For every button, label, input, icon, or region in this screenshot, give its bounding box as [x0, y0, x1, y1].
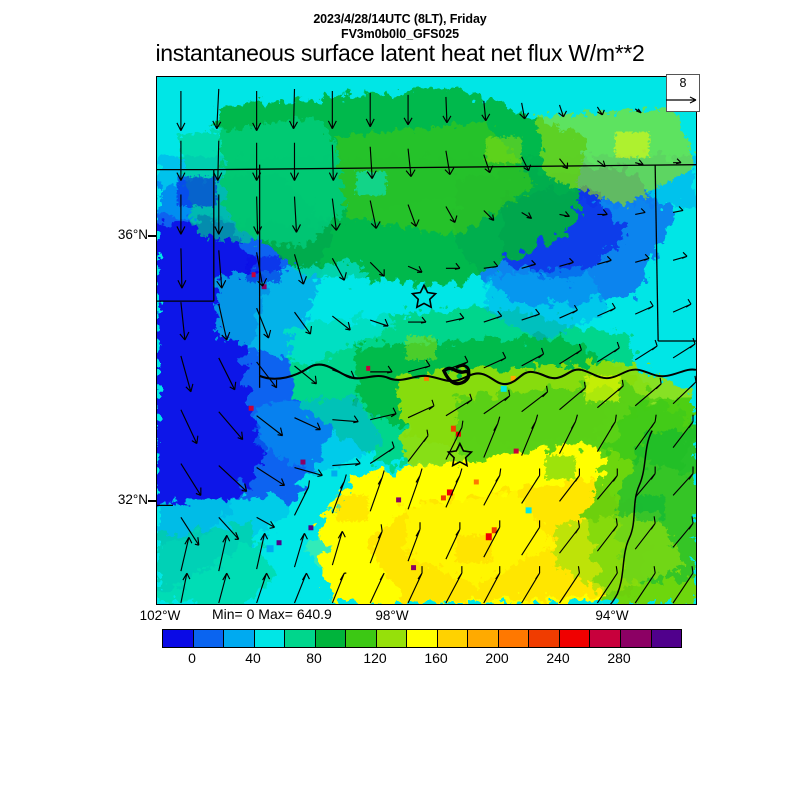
colorbar-swatch-14 [590, 630, 621, 647]
colorbar-swatch-0 [163, 630, 194, 647]
colorbar-swatch-1 [193, 630, 225, 647]
colorbar[interactable] [162, 629, 682, 648]
page-title: instantaneous surface latent heat net fl… [155, 40, 645, 66]
colorbar-tick-80: 80 [306, 650, 322, 666]
lat-tick-label-32n: 32°N [117, 492, 148, 507]
colorbar-tick-200: 200 [485, 650, 509, 666]
wind-vector-key-value: 8 [679, 76, 687, 90]
colorbar-swatch-11 [498, 630, 530, 647]
station-markers [410, 283, 474, 468]
colorbar-swatch-6 [346, 630, 377, 647]
colorbar-swatch-5 [315, 630, 347, 647]
station-star-north [410, 283, 438, 309]
colorbar-swatch-9 [437, 630, 469, 647]
colorbar-swatch-10 [468, 630, 499, 647]
wind-vector-key: 8 [666, 74, 700, 112]
colorbar-tick-160: 160 [424, 650, 448, 666]
colorbar-swatch-8 [407, 630, 438, 647]
colorbar-swatch-3 [254, 630, 286, 647]
colorbar-swatch-13 [559, 630, 591, 647]
colorbar-swatch-12 [529, 630, 560, 647]
wind-reference-arrow-icon [666, 96, 697, 104]
lon-tick-label-102w: 102°W [139, 608, 181, 623]
colorbar-swatch-2 [224, 630, 255, 647]
model-title: FV3m0b0l0_GFS025 [341, 27, 459, 41]
colorbar-swatch-16 [651, 630, 682, 647]
lon-tick-label-98w: 98°W [375, 608, 409, 623]
colorbar-swatch-7 [376, 630, 408, 647]
colorbar-swatch-15 [620, 630, 652, 647]
colorbar-tick-240: 240 [546, 650, 570, 666]
hotspot-pixels [248, 272, 532, 571]
colorbar-tick-280: 280 [607, 650, 631, 666]
station-star-south [446, 441, 474, 468]
colorbar-tick-40: 40 [245, 650, 261, 666]
timestamp-title: 2023/4/28/14UTC (8LT), Friday [313, 12, 487, 26]
colorbar-tick-0: 0 [188, 650, 196, 666]
lon-tick-label-94w: 94°W [595, 608, 629, 623]
wind-vectors [176, 88, 696, 604]
heatmap-canvas [157, 77, 696, 604]
map-plot-area[interactable] [156, 76, 697, 605]
colorbar-swatch-4 [285, 630, 316, 647]
lat-tick-label-36n: 36°N [117, 227, 148, 242]
min-max-readout: Min= 0 Max= 640.9 [212, 606, 332, 622]
colorbar-tick-120: 120 [363, 650, 387, 666]
